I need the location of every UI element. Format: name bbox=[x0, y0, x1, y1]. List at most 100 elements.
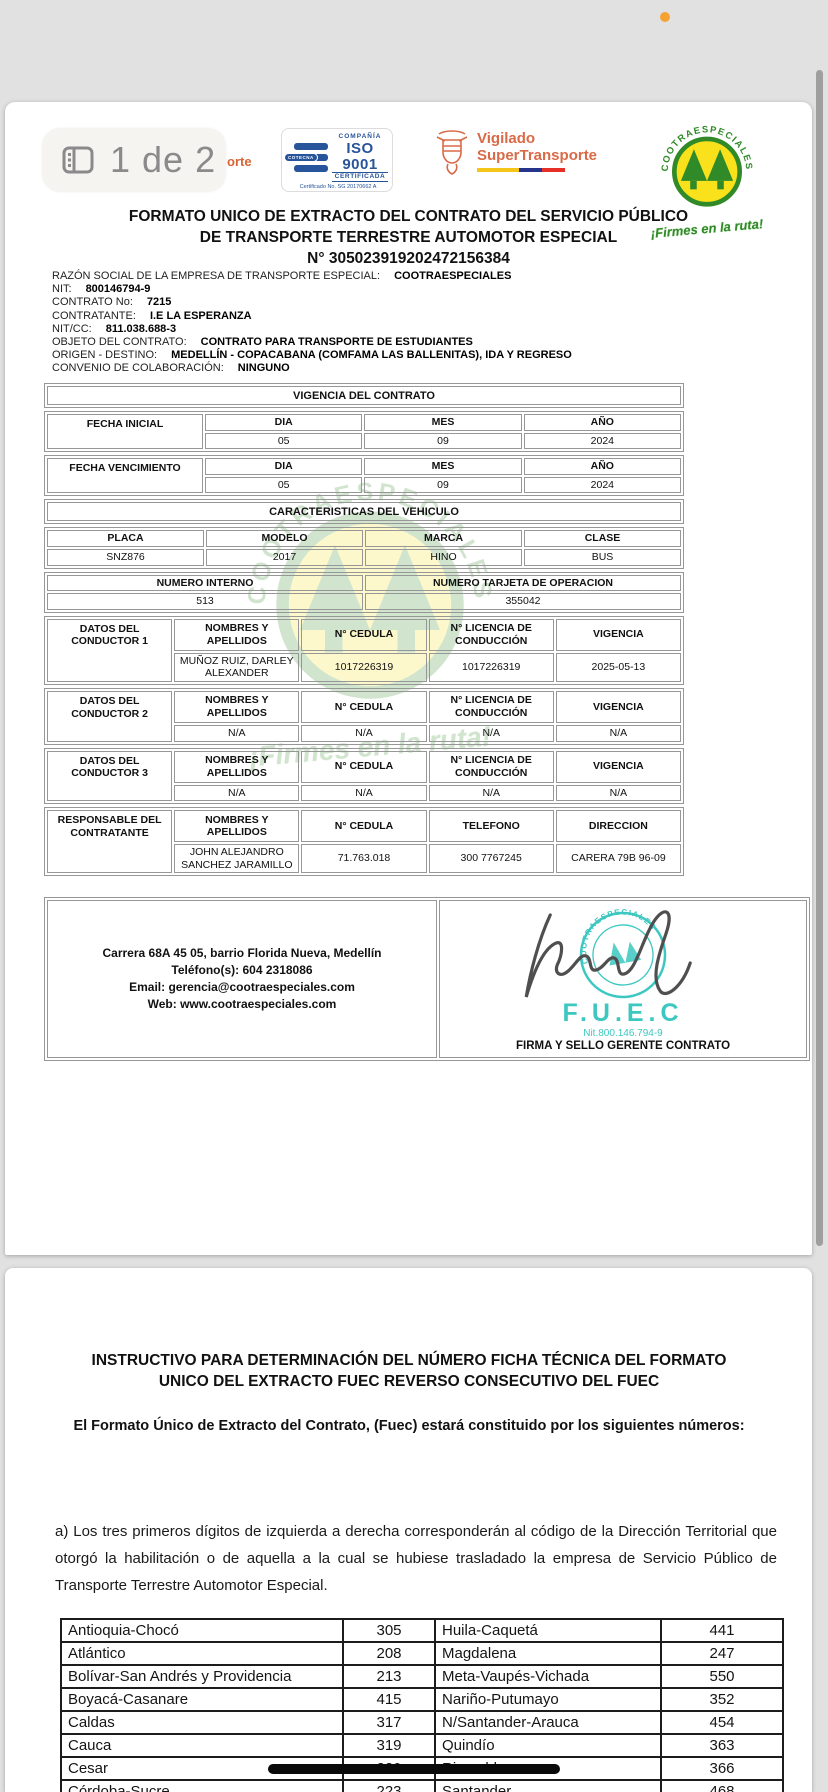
info-label: OBJETO DEL CONTRATO: bbox=[52, 336, 187, 349]
territory-cell: Córdoba-Sucre bbox=[60, 1779, 344, 1792]
company-footer: Carrera 68A 45 05, barrio Florida Nueva,… bbox=[44, 897, 810, 1061]
document-title: FORMATO UNICO DE EXTRACTO DEL CONTRATO D… bbox=[5, 206, 812, 269]
ano-header: AÑO bbox=[523, 414, 681, 431]
territory-cell: Huila-Caquetá bbox=[434, 1618, 662, 1643]
fecha-vencimiento-label: FECHA VENCIMIENTO bbox=[47, 458, 203, 494]
code-cell: 223 bbox=[342, 1779, 436, 1792]
conductor3-section: DATOS DEL CONDUCTOR 3 bbox=[47, 750, 173, 802]
company-contact-block: Carrera 68A 45 05, barrio Florida Nueva,… bbox=[47, 900, 437, 1058]
col-header: N° LICENCIA DE CONDUCCIÓN bbox=[428, 618, 554, 651]
territory-cell: Meta-Vaupés-Vichada bbox=[434, 1664, 662, 1689]
iso-bars-icon: COTECNA bbox=[284, 143, 328, 173]
info-value: 7215 bbox=[146, 296, 172, 309]
title-line1: FORMATO UNICO DE EXTRACTO DEL CONTRATO D… bbox=[128, 208, 689, 225]
company-phone: Teléfono(s): 604 2318086 bbox=[171, 963, 313, 977]
conductor3-cedula: N/A bbox=[301, 784, 427, 802]
conductor3-nombre: N/A bbox=[174, 784, 300, 802]
info-label: CONTRATO No: bbox=[52, 296, 133, 309]
conductor2-nombre: N/A bbox=[174, 724, 300, 742]
modelo-value: 2017 bbox=[206, 548, 363, 566]
vigencia-title: VIGENCIA DEL CONTRATO bbox=[47, 386, 681, 405]
territory-cell: Santander bbox=[434, 1779, 662, 1792]
col-header: NOMBRES Y APELLIDOS bbox=[174, 618, 300, 651]
responsable-section: RESPONSABLE DEL CONTRATANTE bbox=[47, 810, 173, 874]
col-header: N° CEDULA bbox=[301, 810, 427, 843]
code-cell: 305 bbox=[342, 1618, 436, 1643]
fecha-inicial-ano: 2024 bbox=[523, 432, 681, 450]
dia-header: DIA bbox=[205, 414, 363, 431]
cootraespeciales-logo: COOTRAESPECIALES ¡Firmes en la ruta! bbox=[647, 110, 767, 241]
territory-cell: Boyacá-Casanare bbox=[60, 1687, 344, 1712]
pdf-page-1: orte COTECNA COMPAÑÍA ISO 9001 CERTIFICA… bbox=[5, 102, 812, 1255]
table-row: Antioquia-Chocó 305 Huila-Caquetá 441 bbox=[60, 1618, 784, 1643]
col-header: N° CEDULA bbox=[301, 690, 427, 723]
marca-value: HINO bbox=[365, 548, 522, 566]
signature-block: COOTRAESPECIALES F.U.E.C Nit.800.146.794… bbox=[439, 900, 807, 1058]
conductor1-nombre: MUÑOZ RUIZ, DARLEY ALEXANDER bbox=[174, 652, 300, 682]
conductor1-cedula: 1017226319 bbox=[301, 652, 427, 682]
scrollbar[interactable] bbox=[816, 70, 823, 1246]
dia-header: DIA bbox=[205, 458, 363, 475]
table-row: Cauca 319 Quindío 363 bbox=[60, 1733, 784, 1758]
col-header: VIGENCIA bbox=[555, 618, 681, 651]
home-indicator[interactable] bbox=[268, 1764, 560, 1774]
table-row: Córdoba-Sucre 223 Santander 468 bbox=[60, 1779, 784, 1792]
territory-cell: Cauca bbox=[60, 1733, 344, 1758]
territory-cell: Quindío bbox=[434, 1733, 662, 1758]
conductor2-vigencia: N/A bbox=[555, 724, 681, 742]
col-header: NOMBRES Y APELLIDOS bbox=[174, 690, 300, 723]
conductor3-licencia: N/A bbox=[428, 784, 554, 802]
info-label: NIT/CC: bbox=[52, 322, 92, 335]
code-cell: 550 bbox=[660, 1664, 784, 1689]
company-stamp: COOTRAESPECIALES F.U.E.C Nit.800.146.794… bbox=[548, 901, 698, 1058]
colombia-coat-of-arms-icon bbox=[436, 130, 468, 175]
flag-underline bbox=[477, 167, 565, 172]
firma-label: FIRMA Y SELLO GERENTE CONTRATO bbox=[515, 1040, 731, 1052]
territory-cell: Magdalena bbox=[434, 1641, 662, 1666]
territory-cell: Nariño-Putumayo bbox=[434, 1687, 662, 1712]
page-indicator-pill[interactable]: 1 de 2 bbox=[42, 128, 226, 192]
col-header: N° CEDULA bbox=[301, 750, 427, 783]
pdf-page-2: INSTRUCTIVO PARA DETERMINACIÓN DEL NÚMER… bbox=[5, 1268, 812, 1792]
fecha-inicial-label: FECHA INICIAL bbox=[47, 414, 203, 450]
col-header: NOMBRES Y APELLIDOS bbox=[174, 810, 300, 843]
conductor2-section: DATOS DEL CONDUCTOR 2 bbox=[47, 690, 173, 742]
col-header: TELEFONO bbox=[428, 810, 554, 843]
code-cell: 415 bbox=[342, 1687, 436, 1712]
tarjeta-operacion-header: NUMERO TARJETA DE OPERACION bbox=[365, 574, 681, 592]
recording-indicator-dot bbox=[660, 12, 670, 22]
sidebar-pages-icon bbox=[62, 146, 94, 174]
conductor2-licencia: N/A bbox=[428, 724, 554, 742]
numero-interno-value: 513 bbox=[47, 593, 363, 610]
iso-9001-logo: COTECNA COMPAÑÍA ISO 9001 CERTIFICADA Ce… bbox=[281, 128, 393, 192]
signature bbox=[524, 910, 692, 998]
info-label: RAZÓN SOCIAL DE LA EMPRESA DE TRANSPORTE… bbox=[52, 270, 381, 282]
info-value: MEDELLÍN - COPACABANA (COMFAMA LAS BALLE… bbox=[171, 349, 572, 362]
territory-cell: N/Santander-Arauca bbox=[434, 1710, 662, 1735]
code-cell: 468 bbox=[660, 1779, 784, 1792]
code-cell: 366 bbox=[660, 1756, 784, 1781]
instructivo-title: INSTRUCTIVO PARA DETERMINACIÓN DEL NÚMER… bbox=[39, 1350, 779, 1392]
territorial-codes-table: Antioquia-Chocó 305 Huila-Caquetá 441 At… bbox=[60, 1618, 784, 1792]
code-cell: 317 bbox=[342, 1710, 436, 1735]
placa-value: SNZ876 bbox=[47, 548, 204, 566]
instructivo-title-line1: INSTRUCTIVO PARA DETERMINACIÓN DEL NÚMER… bbox=[91, 1352, 727, 1369]
numero-interno-header: NUMERO INTERNO bbox=[47, 574, 363, 592]
instructivo-title-line2: UNICO DEL EXTRACTO FUEC REVERSO CONSECUT… bbox=[158, 1373, 660, 1390]
responsable-nombre: JOHN ALEJANDRO SANCHEZ JARAMILLO bbox=[174, 844, 300, 874]
company-web: Web: www.cootraespeciales.com bbox=[147, 997, 337, 1011]
vigilado-supertransporte-logo: Vigilado SuperTransporte bbox=[435, 130, 597, 176]
territory-cell: Caldas bbox=[60, 1710, 344, 1735]
info-label: ORIGEN - DESTINO: bbox=[52, 349, 158, 362]
title-line2: DE TRANSPORTE TERRESTRE AUTOMOTOR ESPECI… bbox=[199, 229, 618, 246]
hidden-logo-fragment: orte bbox=[227, 154, 252, 169]
vigilado-line2: SuperTransporte bbox=[477, 147, 598, 165]
col-header: N° CEDULA bbox=[301, 618, 427, 651]
info-value: 811.038.688-3 bbox=[105, 322, 177, 335]
col-header: DIRECCION bbox=[555, 810, 681, 843]
instructivo-intro: El Formato Único de Extracto del Contrat… bbox=[73, 1418, 745, 1434]
modelo-header: MODELO bbox=[206, 530, 363, 547]
iso-line2: ISO 9001 bbox=[342, 139, 378, 173]
info-label: CONTRATANTE: bbox=[52, 309, 136, 322]
